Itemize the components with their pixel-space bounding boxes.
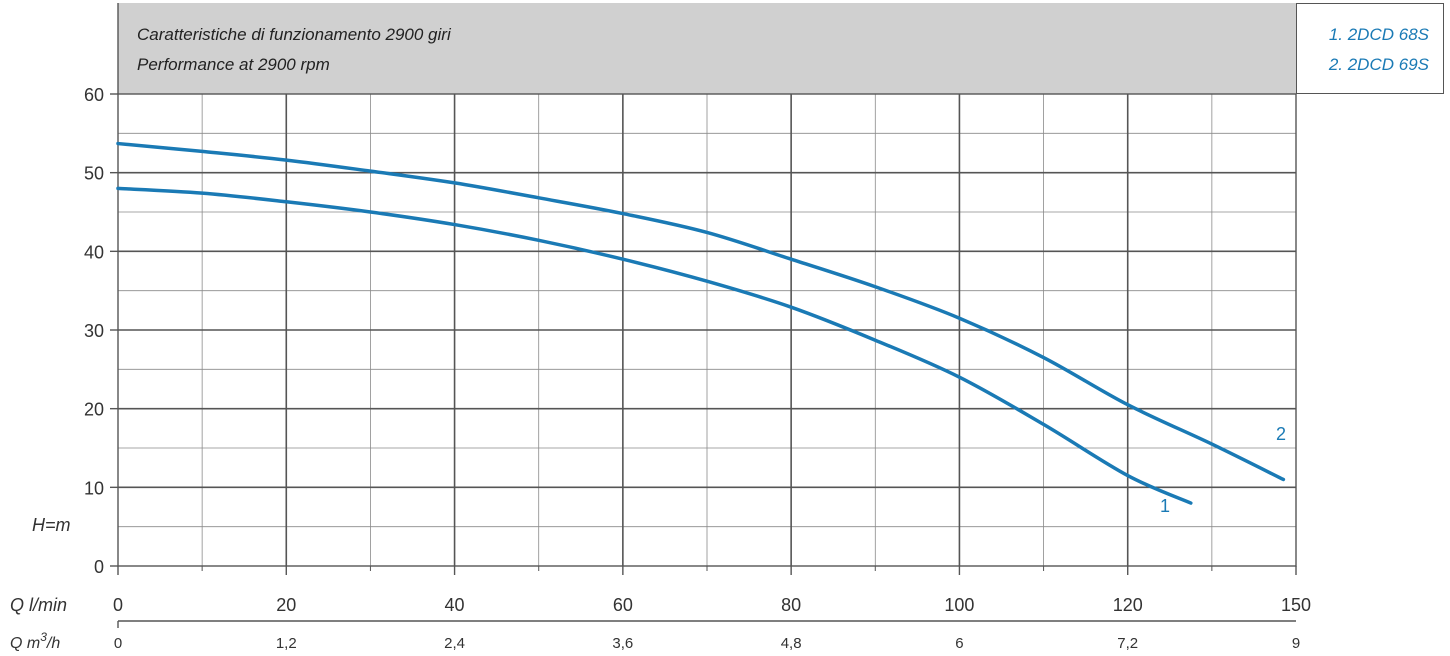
x-tick-label: 60 xyxy=(613,595,633,615)
curve-2 xyxy=(116,141,1286,482)
y-tick-label: 60 xyxy=(84,85,104,105)
legend-item-2: 2. 2DCD 69S xyxy=(1328,55,1429,74)
chart-title-italian: Caratteristiche di funzionamento 2900 gi… xyxy=(137,25,451,44)
x-tick-label: 150 xyxy=(1281,595,1311,615)
x2-tick-label: 6 xyxy=(955,635,963,652)
y-tick-label: 0 xyxy=(94,557,104,577)
curve-label-2: 2 xyxy=(1276,424,1286,444)
x-tick-label: 0 xyxy=(113,595,123,615)
y-tick-label: 50 xyxy=(84,164,104,184)
secondary-x-axis-label: Q m3/h xyxy=(10,630,60,652)
y-tick-label: 20 xyxy=(84,400,104,420)
x2-tick-label: 4,8 xyxy=(781,635,802,652)
curve-label-1: 1 xyxy=(1160,496,1170,516)
x-tick-label: 80 xyxy=(781,595,801,615)
x-tick-label: 20 xyxy=(276,595,296,615)
legend-item-1: 1. 2DCD 68S xyxy=(1328,25,1429,44)
x2-tick-label: 2,4 xyxy=(444,635,465,652)
chart-title-english: Performance at 2900 rpm xyxy=(137,55,330,74)
legend: 1. 2DCD 68S 2. 2DCD 69S xyxy=(1296,3,1444,94)
x2-tick-label: 9 xyxy=(1292,635,1300,652)
x2-tick-label: 7,2 xyxy=(1117,635,1138,652)
y-tick-label: 30 xyxy=(84,321,104,341)
chart-header xyxy=(118,3,1296,94)
x-tick-label: 100 xyxy=(944,595,974,615)
y-tick-label: 10 xyxy=(84,478,104,498)
x-tick-label: 40 xyxy=(445,595,465,615)
y-tick-label: 40 xyxy=(84,242,104,262)
x2-tick-label: 3,6 xyxy=(612,635,633,652)
curve-1 xyxy=(116,186,1193,505)
y-axis-label: H=m xyxy=(32,515,71,535)
x2-tick-label: 1,2 xyxy=(276,635,297,652)
x2-tick-label: 0 xyxy=(114,635,122,652)
x-tick-label: 120 xyxy=(1113,595,1143,615)
x-axis-label: Q l/min xyxy=(10,595,67,615)
